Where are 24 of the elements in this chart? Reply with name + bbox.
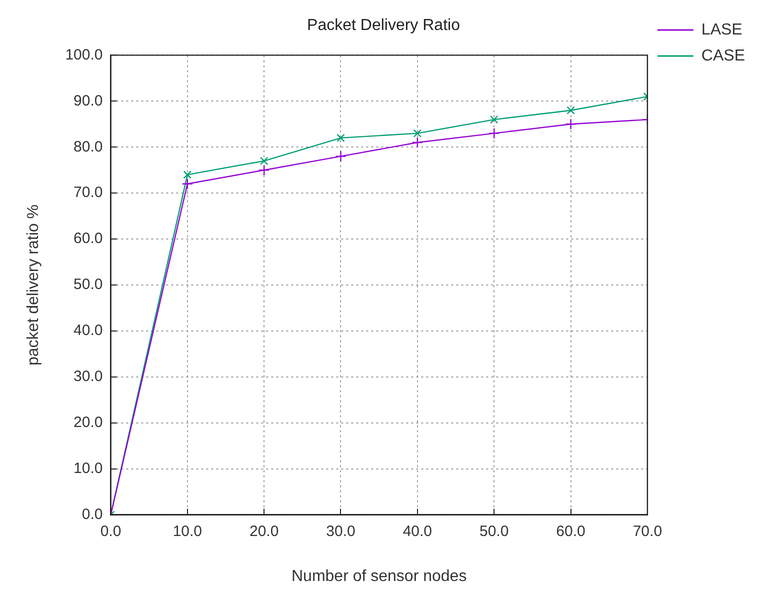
y-tick-label: 20.0 bbox=[74, 414, 103, 432]
x-tick-label: 0.0 bbox=[100, 522, 122, 540]
y-tick-label: 30.0 bbox=[74, 368, 103, 386]
x-tick-label: 50.0 bbox=[479, 522, 509, 540]
x-tick-label: 40.0 bbox=[402, 522, 432, 540]
x-tick-label: 10.0 bbox=[172, 522, 202, 540]
legend-label: LASE bbox=[701, 21, 742, 38]
y-tick-label: 60.0 bbox=[74, 230, 103, 248]
x-tick-label: 60.0 bbox=[556, 522, 586, 540]
y-tick-label: 50.0 bbox=[74, 276, 103, 294]
x-tick-label: 70.0 bbox=[632, 522, 662, 540]
y-tick-label: 0.0 bbox=[82, 506, 103, 523]
y-tick-label: 40.0 bbox=[74, 322, 103, 340]
y-tick-label: 90.0 bbox=[74, 92, 103, 110]
y-tick-label: 80.0 bbox=[74, 138, 103, 156]
legend-label: CASE bbox=[701, 47, 746, 64]
y-tick-label: 100.0 bbox=[65, 46, 103, 64]
y-axis-title: packet delivery ratio % bbox=[25, 204, 42, 366]
x-tick-label: 20.0 bbox=[249, 522, 279, 540]
y-tick-label: 10.0 bbox=[74, 460, 103, 477]
chart-title: Packet Delivery Ratio bbox=[307, 17, 460, 34]
x-axis-title: Number of sensor nodes bbox=[291, 568, 467, 585]
x-tick-label: 30.0 bbox=[326, 522, 356, 540]
y-tick-label: 70.0 bbox=[74, 184, 103, 202]
